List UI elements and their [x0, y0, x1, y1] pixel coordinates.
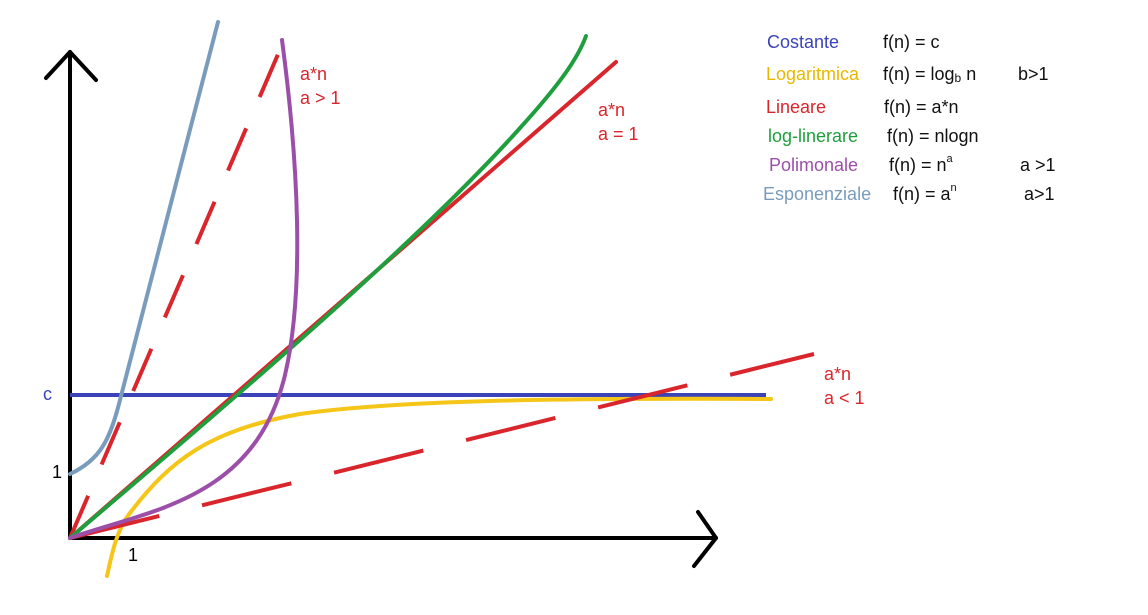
- legend-row-exponential: Esponenziale f(n) = an a>1: [763, 182, 1055, 204]
- legend-polynomial-condition: a >1: [1020, 155, 1056, 175]
- exponential-curve: [68, 20, 220, 476]
- legend-linear-formula: f(n) = a*n: [884, 97, 959, 117]
- annotation-a-less-1-line2: a < 1: [824, 388, 865, 408]
- legend-row-linear: Lineare f(n) = a*n: [766, 97, 959, 117]
- annotation-a-equal-1-line2: a = 1: [598, 124, 639, 144]
- legend-logarithmic-formula-sub: b: [955, 71, 962, 85]
- loglinear-curve: [68, 34, 588, 540]
- y-axis-one-label: 1: [52, 462, 62, 482]
- legend-constant-formula: f(n) = c: [883, 32, 940, 52]
- annotation-a-greater-1-line1: a*n: [300, 64, 327, 84]
- annotation-a-equal-1-line1: a*n: [598, 100, 625, 120]
- legend-polynomial-formula-pre: f(n) = n: [889, 155, 947, 175]
- legend-logarithmic-name: Logaritmica: [766, 64, 860, 84]
- axes: [44, 50, 718, 568]
- legend-exponential-formula-pre: f(n) = a: [893, 184, 952, 204]
- linear-curve-a-less-1: [69, 352, 815, 540]
- legend-constant-name: Costante: [767, 32, 839, 52]
- x-axis-one-label: 1: [128, 545, 138, 565]
- legend-row-loglinear: log-linerare f(n) = nlogn: [768, 126, 979, 146]
- legend-loglinear-formula: f(n) = nlogn: [887, 126, 979, 146]
- annotation-a-equal-1: a*n a = 1: [598, 100, 639, 144]
- legend-polynomial-name: Polimonale: [769, 155, 858, 175]
- legend-exponential-formula: f(n) = an: [893, 182, 957, 204]
- linear-curve-a-greater-1: [68, 44, 284, 539]
- x-axis-arrowhead: [692, 510, 718, 568]
- legend-exponential-name: Esponenziale: [763, 184, 871, 204]
- legend-linear-name: Lineare: [766, 97, 826, 117]
- legend-polynomial-formula-sup: a: [947, 153, 954, 165]
- legend-row-constant: Costante f(n) = c: [767, 32, 940, 52]
- legend-row-polynomial: Polimonale f(n) = na a >1: [769, 153, 1056, 175]
- annotation-a-greater-1: a*n a > 1: [300, 64, 341, 108]
- legend-logarithmic-condition: b>1: [1018, 64, 1049, 84]
- legend: Costante f(n) = c Logaritmica f(n) = log…: [763, 32, 1056, 204]
- legend-logarithmic-formula-pre: f(n) = log: [883, 64, 955, 84]
- polynomial-curve: [68, 38, 300, 540]
- annotation-a-less-1: a*n a < 1: [824, 364, 865, 408]
- constant-axis-label: c: [43, 384, 52, 404]
- legend-polynomial-formula: f(n) = na: [889, 153, 954, 175]
- annotation-a-less-1-line1: a*n: [824, 364, 851, 384]
- legend-row-logarithmic: Logaritmica f(n) = logb n b>1: [766, 64, 1049, 85]
- legend-logarithmic-formula: f(n) = logb n: [883, 64, 976, 85]
- legend-loglinear-name: log-linerare: [768, 126, 858, 146]
- annotation-a-greater-1-line2: a > 1: [300, 88, 341, 108]
- y-axis-arrowhead: [44, 50, 98, 82]
- legend-exponential-condition: a>1: [1024, 184, 1055, 204]
- legend-logarithmic-formula-post: n: [961, 64, 976, 84]
- legend-exponential-formula-sup: n: [951, 182, 957, 194]
